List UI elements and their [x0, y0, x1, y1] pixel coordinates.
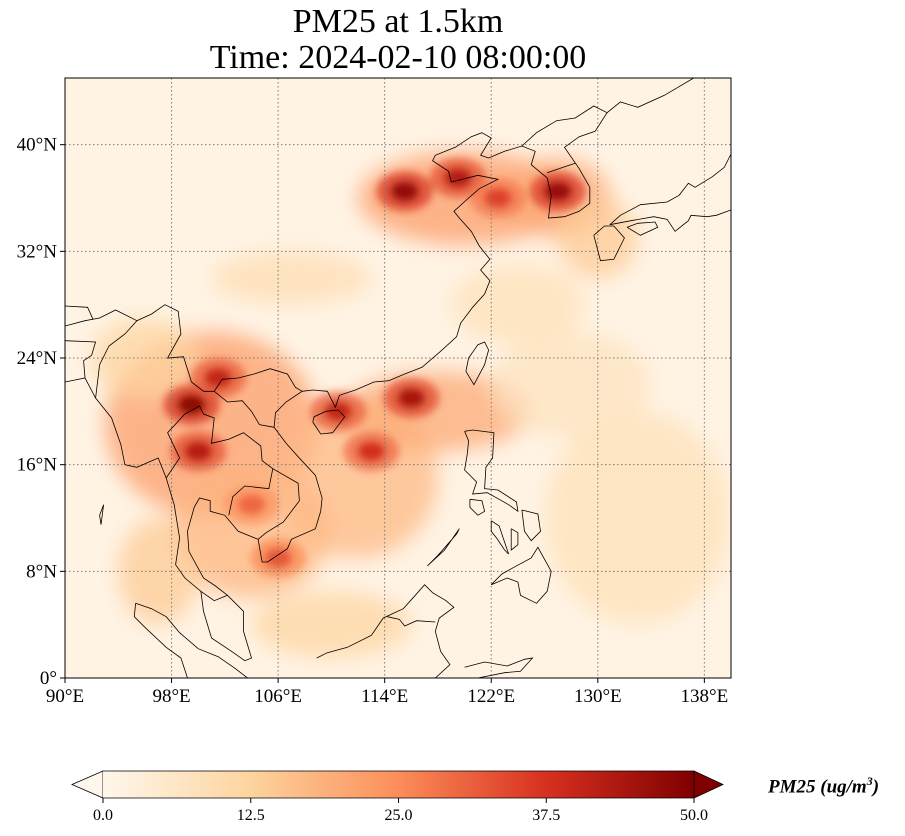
coastline-segment: [609, 153, 731, 225]
coastline-segment: [65, 78, 694, 662]
coastline-segment: [465, 341, 490, 386]
map-frame: [64, 77, 732, 679]
coastline-segment: [626, 221, 659, 236]
lat-tick-label: 32°N: [17, 241, 58, 262]
lon-tick-label: 130°E: [574, 686, 622, 707]
hotspot-core: [324, 401, 353, 422]
hotspot-core: [177, 394, 206, 415]
latitude-axis: 0° 8°N 16°N 24°N 32°N 40°N: [17, 135, 65, 689]
lon-tick-label: 122°E: [467, 686, 515, 707]
coastline-segment: [312, 409, 346, 435]
hotspot-core: [184, 441, 213, 462]
coastline-segment: [257, 468, 300, 540]
coastline-segment: [133, 603, 188, 678]
lon-tick-label: 90°E: [46, 686, 84, 707]
haze-blob: [251, 591, 412, 658]
coastline-segment: [521, 509, 541, 542]
coastline-segment: [464, 429, 519, 513]
coastline-segment: [547, 162, 576, 174]
gridlines: [65, 78, 731, 678]
coastline-segment: [165, 405, 274, 516]
haze-blob: [491, 331, 651, 438]
lon-tick-label: 98°E: [152, 686, 190, 707]
coastline-segment: [65, 305, 94, 320]
coastline-segment: [135, 602, 248, 678]
colorbar-ticks: 0.0 12.5 25.0 37.5 50.0: [93, 798, 708, 824]
coastline-segment: [609, 209, 731, 232]
coastline-segment: [99, 504, 104, 525]
coastlines: [65, 78, 731, 678]
coastline-segment: [469, 498, 486, 516]
longitude-axis: 90°E 98°E 106°E 114°E 122°E 130°E 138°E: [46, 678, 728, 707]
coastline-segment: [213, 390, 275, 428]
haze-blob: [544, 411, 731, 625]
colorbar-extend-low: [70, 770, 104, 799]
hotspot-core: [443, 168, 472, 188]
coastline-segment: [65, 309, 138, 327]
coastline-segment: [490, 520, 509, 555]
lon-tick-label: 106°E: [254, 686, 302, 707]
hotspot-core: [390, 181, 419, 202]
lon-tick-label: 138°E: [681, 686, 729, 707]
colorbar-tick-label: 37.5: [532, 807, 560, 824]
lat-tick-label: 0°: [40, 668, 57, 689]
coastline-segment: [464, 657, 534, 678]
coastline-segment: [200, 590, 228, 602]
lat-tick-label: 8°N: [26, 561, 57, 582]
hotspot-core: [543, 181, 572, 202]
colorbar-extend-high: [693, 770, 724, 799]
coastline-segment: [427, 528, 460, 567]
hotspot-core: [237, 494, 266, 515]
colorbar-tick-label: 12.5: [237, 807, 265, 824]
map-plot-area: [65, 78, 731, 678]
lon-tick-label: 114°E: [361, 686, 408, 707]
pollution-field: [91, 151, 731, 658]
colorbar: 0.0 12.5 25.0 37.5 50.0: [70, 770, 724, 824]
map-timestamp: Time: 2024-02-10 08:00:00: [209, 39, 587, 76]
colorbar-tick-label: 0.0: [93, 807, 113, 824]
lat-tick-label: 16°N: [17, 455, 58, 476]
coastline-segment: [387, 616, 436, 627]
lat-tick-label: 40°N: [17, 135, 58, 156]
coastline-segment: [490, 546, 552, 604]
coastline-segment: [65, 340, 97, 379]
colorbar-tick-label: 25.0: [385, 807, 413, 824]
map-title: PM25 at 1.5km: [292, 3, 504, 40]
haze-blob: [451, 264, 585, 345]
coastline-segment: [510, 528, 519, 551]
hotspot-core: [204, 368, 233, 388]
lat-tick-label: 24°N: [17, 348, 58, 369]
hotspot-core: [397, 388, 426, 408]
haze-blob: [211, 251, 372, 305]
hotspot-core: [357, 441, 386, 462]
coastline-segment: [521, 105, 608, 147]
hotspot-core: [483, 188, 512, 208]
coastline-segment: [95, 304, 303, 399]
colorbar-title: PM25 (ug/m3): [768, 774, 880, 798]
colorbar-gradient: [103, 771, 694, 798]
coastline-segment: [316, 584, 455, 678]
colorbar-tick-label: 50.0: [680, 807, 708, 824]
coastline-segment: [593, 225, 625, 262]
